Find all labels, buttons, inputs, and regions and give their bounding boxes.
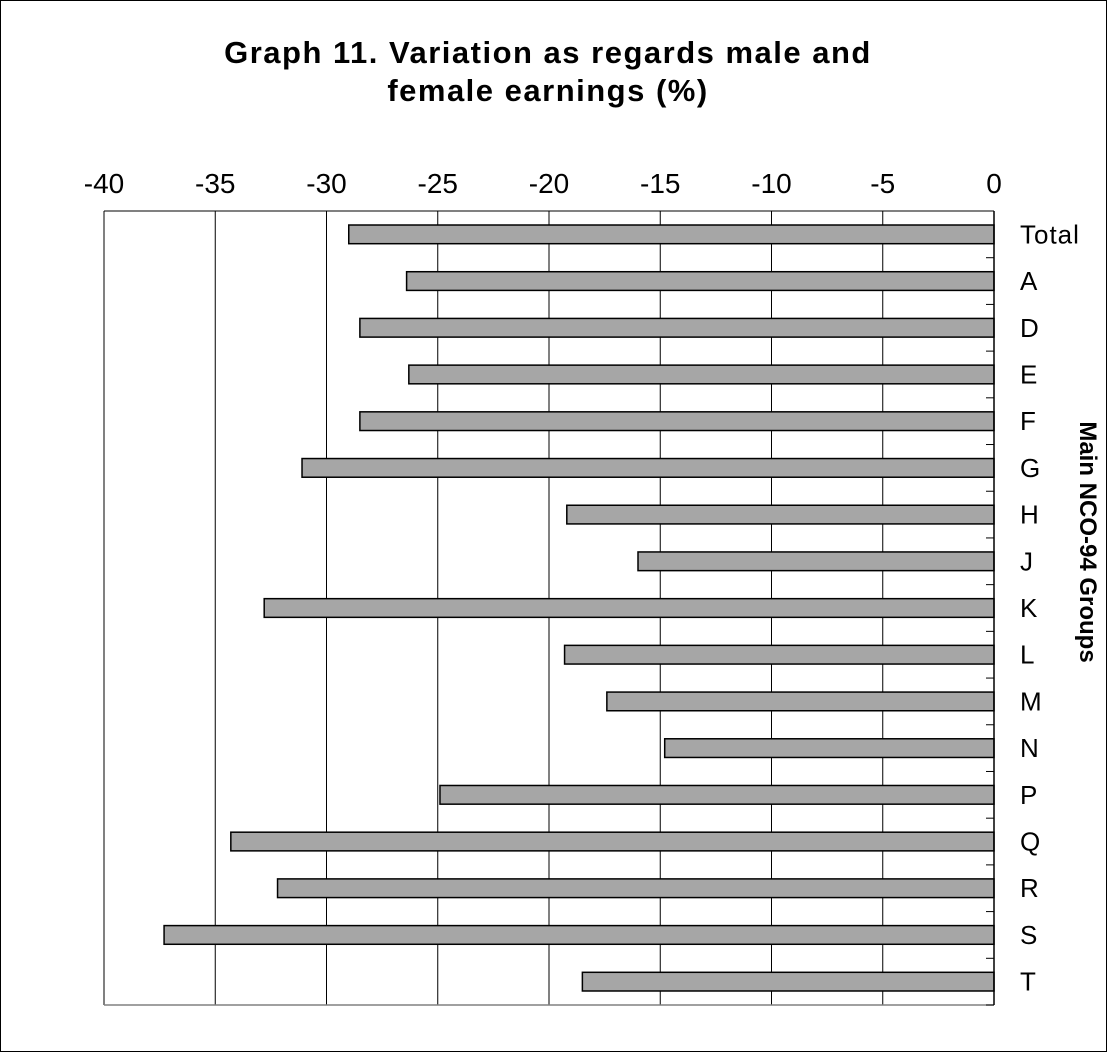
category-label: R: [1020, 873, 1039, 903]
chart-title: Graph 11. Variation as regards male and …: [118, 34, 978, 110]
category-label: T: [1020, 967, 1036, 997]
category-label: J: [1020, 546, 1033, 576]
category-label: M: [1020, 686, 1042, 716]
category-label: H: [1020, 500, 1039, 530]
category-label: Total: [1020, 219, 1080, 249]
y-axis-label: Main NCO-94 Groups: [1074, 421, 1101, 662]
category-label: K: [1020, 593, 1038, 623]
bar-a: [405, 270, 995, 292]
bar-k: [263, 597, 995, 619]
bars: [163, 224, 995, 992]
category-label: A: [1020, 266, 1038, 296]
bar-m: [606, 691, 995, 712]
bar-r: [276, 878, 995, 899]
category-label: N: [1020, 733, 1039, 763]
category-label: L: [1020, 640, 1034, 670]
category-label: P: [1020, 780, 1037, 810]
x-tick-label: -15: [640, 168, 680, 199]
category-label: Q: [1020, 827, 1040, 857]
bar-s: [163, 924, 995, 946]
bar-t: [581, 971, 995, 992]
bar-n: [663, 738, 995, 759]
bar-j: [637, 551, 995, 572]
bar-l: [563, 644, 995, 665]
bar-q: [230, 831, 995, 852]
bar-h: [566, 504, 995, 525]
x-tick-label: -40: [84, 168, 124, 199]
x-tick-label: -25: [418, 168, 458, 199]
x-tick-label: -10: [751, 168, 791, 199]
category-label: E: [1020, 359, 1037, 389]
category-label: D: [1020, 313, 1039, 343]
x-tick-label: -30: [306, 168, 346, 199]
bar-f: [359, 411, 995, 432]
x-tick-labels: -40 -35 -30 -25 -20 -15 -10 -5 0: [84, 168, 1002, 199]
x-tick-label: 0: [986, 168, 1002, 199]
category-label: G: [1020, 453, 1040, 483]
chart-title-line-1: Graph 11. Variation as regards male and: [224, 35, 872, 70]
bar-p: [439, 784, 995, 805]
category-label: S: [1020, 920, 1037, 950]
bar-g: [301, 457, 995, 478]
x-tick-label: -5: [870, 168, 895, 199]
bar-total: [348, 224, 995, 245]
category-label: F: [1020, 406, 1036, 436]
chart-title-line-2: female earnings (%): [387, 73, 709, 108]
x-tick-label: -20: [529, 168, 569, 199]
bar-e: [408, 364, 995, 385]
axes: [104, 210, 995, 1006]
bar-d: [359, 317, 995, 338]
x-tick-label: -35: [195, 168, 235, 199]
